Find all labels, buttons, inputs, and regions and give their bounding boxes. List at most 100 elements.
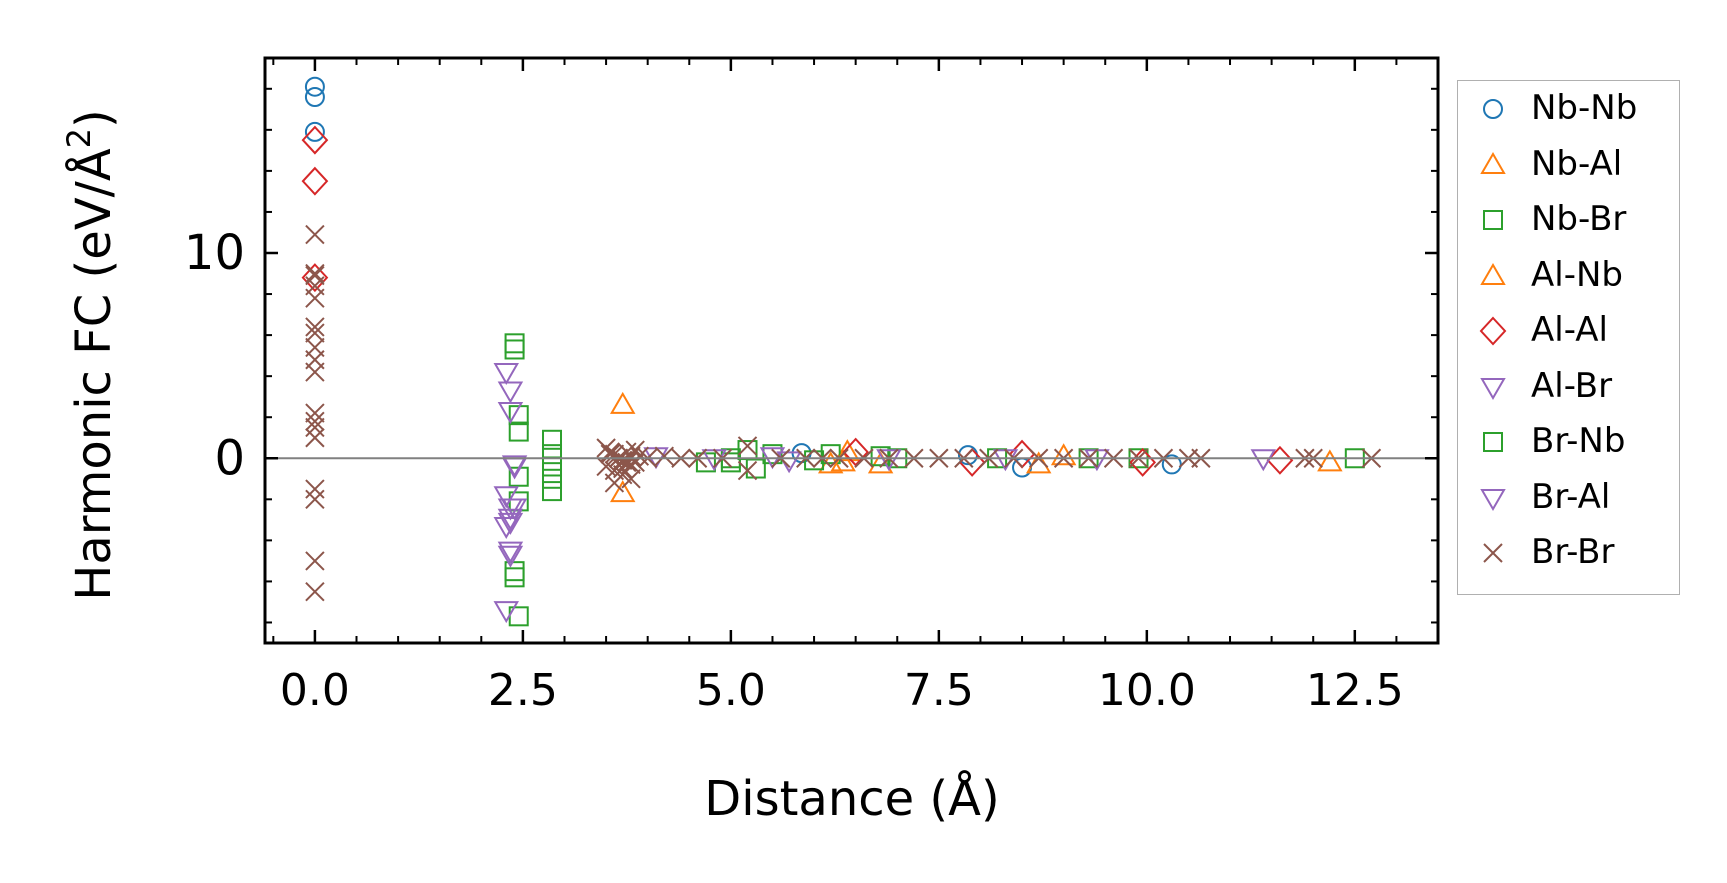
point-nb-br <box>504 561 525 582</box>
legend-label: Al-Al <box>1531 310 1608 350</box>
point-nb-nb <box>304 87 325 107</box>
legend-marker-nb-br <box>1483 210 1503 230</box>
legend-marker-br-br <box>1483 543 1503 563</box>
point-br-br <box>305 224 325 245</box>
point-al-br <box>497 381 524 404</box>
point-nb-nb <box>1161 454 1182 475</box>
point-al-br <box>493 517 519 539</box>
point-br-br <box>305 417 325 438</box>
point-br-br <box>305 581 325 602</box>
point-al-br <box>497 512 524 535</box>
legend-marker-al-nb <box>1480 262 1506 285</box>
point-br-al <box>1250 449 1277 472</box>
legend-label: Nb-Br <box>1531 199 1627 239</box>
axis-ticks <box>265 58 1439 643</box>
point-br-br <box>305 288 325 308</box>
axes-frame <box>263 56 1440 645</box>
legend-marker-br-nb <box>1483 432 1503 452</box>
point-br-br <box>305 323 325 343</box>
point-nb-al <box>609 480 636 503</box>
y-tick-label: 0 <box>214 430 245 486</box>
point-nb-br <box>504 567 525 588</box>
point-al-br <box>493 486 519 509</box>
legend-symbol <box>1479 316 1507 346</box>
y-axis-label-main: Harmonic FC (eV/Å <box>65 148 122 601</box>
y-axis-label-sup: 2 <box>60 128 98 148</box>
point-nb-br <box>508 421 529 442</box>
point-nb-nb <box>304 76 325 97</box>
point-br-br <box>613 458 633 479</box>
legend-symbol <box>1483 543 1503 563</box>
x-tick-label: 5.0 <box>696 665 766 716</box>
legend-symbol <box>1480 488 1506 511</box>
point-br-br <box>621 469 641 489</box>
x-tick-label: 7.5 <box>904 665 974 716</box>
point-br-br <box>654 446 675 466</box>
point-br-br <box>629 446 650 466</box>
x-tick-label: 0.0 <box>280 665 350 716</box>
point-br-br <box>305 411 325 432</box>
point-al-al <box>301 125 329 155</box>
legend-item-al-nb: Al-Nb <box>1458 255 1678 295</box>
point-al-br <box>493 363 519 386</box>
point-br-al <box>501 455 528 478</box>
point-br-al <box>497 541 524 564</box>
legend-symbol <box>1480 262 1506 285</box>
point-br-br <box>305 265 325 286</box>
point-br-al <box>501 498 528 521</box>
point-nb-al <box>1317 449 1343 472</box>
point-nb-nb <box>304 121 325 142</box>
point-nb-br <box>542 481 563 502</box>
legend-label: Al-Nb <box>1531 254 1623 295</box>
point-br-br <box>737 460 758 481</box>
legend-label: Br-Br <box>1531 532 1615 572</box>
point-nb-br <box>542 468 563 489</box>
legend-item-br-nb: Br-Nb <box>1458 421 1678 461</box>
point-nb-br <box>504 339 525 360</box>
point-nb-al <box>609 391 636 414</box>
point-br-br <box>604 473 625 493</box>
y-axis-label-close: ) <box>66 109 122 128</box>
legend-label: Nb-Nb <box>1531 88 1638 128</box>
x-tick-label: 12.5 <box>1306 665 1404 716</box>
legend-item-nb-al: Nb-Al <box>1458 144 1678 184</box>
legend-item-br-al: Br-Al <box>1458 477 1678 517</box>
point-br-br <box>305 428 325 448</box>
legend-symbol <box>1480 377 1506 400</box>
legend-item-nb-br: Nb-Br <box>1458 199 1678 239</box>
x-tick-label: 2.5 <box>488 665 558 716</box>
point-al-br <box>497 545 524 568</box>
legend-marker-al-al <box>1479 316 1507 346</box>
point-nb-br <box>737 440 758 461</box>
y-tick-label: 10 <box>184 225 245 281</box>
legend-symbol <box>1483 210 1503 230</box>
legend-item-br-br: Br-Br <box>1458 532 1678 572</box>
legend-label: Br-Nb <box>1531 421 1626 461</box>
point-al-br <box>497 402 524 425</box>
point-al-al <box>301 166 329 196</box>
legend-marker-nb-al <box>1480 151 1506 174</box>
point-al-al <box>301 263 329 293</box>
legend-item-al-br: Al-Br <box>1458 366 1678 406</box>
point-al-br <box>493 601 519 624</box>
point-al-nb <box>1050 443 1077 466</box>
point-br-br <box>305 489 325 510</box>
point-br-br <box>737 436 758 456</box>
x-axis-label: Distance (Å) <box>704 770 999 827</box>
point-br-br <box>305 479 325 499</box>
point-br-br <box>305 403 325 423</box>
point-nb-br <box>542 429 563 450</box>
point-br-br <box>305 362 325 382</box>
legend-item-nb-nb: Nb-Nb <box>1458 88 1678 128</box>
x-tick-label: 10.0 <box>1098 665 1196 716</box>
point-nb-br <box>504 333 525 354</box>
axis-tick-labels: 0.0 2.5 5.0 7.5 10.0 12.5 0 10 <box>184 225 1404 716</box>
legend-symbol <box>1480 151 1506 174</box>
point-br-br <box>625 452 645 473</box>
legend-item-al-al: Al-Al <box>1458 310 1678 350</box>
point-br-al <box>876 449 902 472</box>
y-axis-label: Harmonic FC (eV/Å2) <box>60 109 122 601</box>
point-nb-br <box>762 444 783 465</box>
legend-marker-br-al <box>1480 488 1506 511</box>
